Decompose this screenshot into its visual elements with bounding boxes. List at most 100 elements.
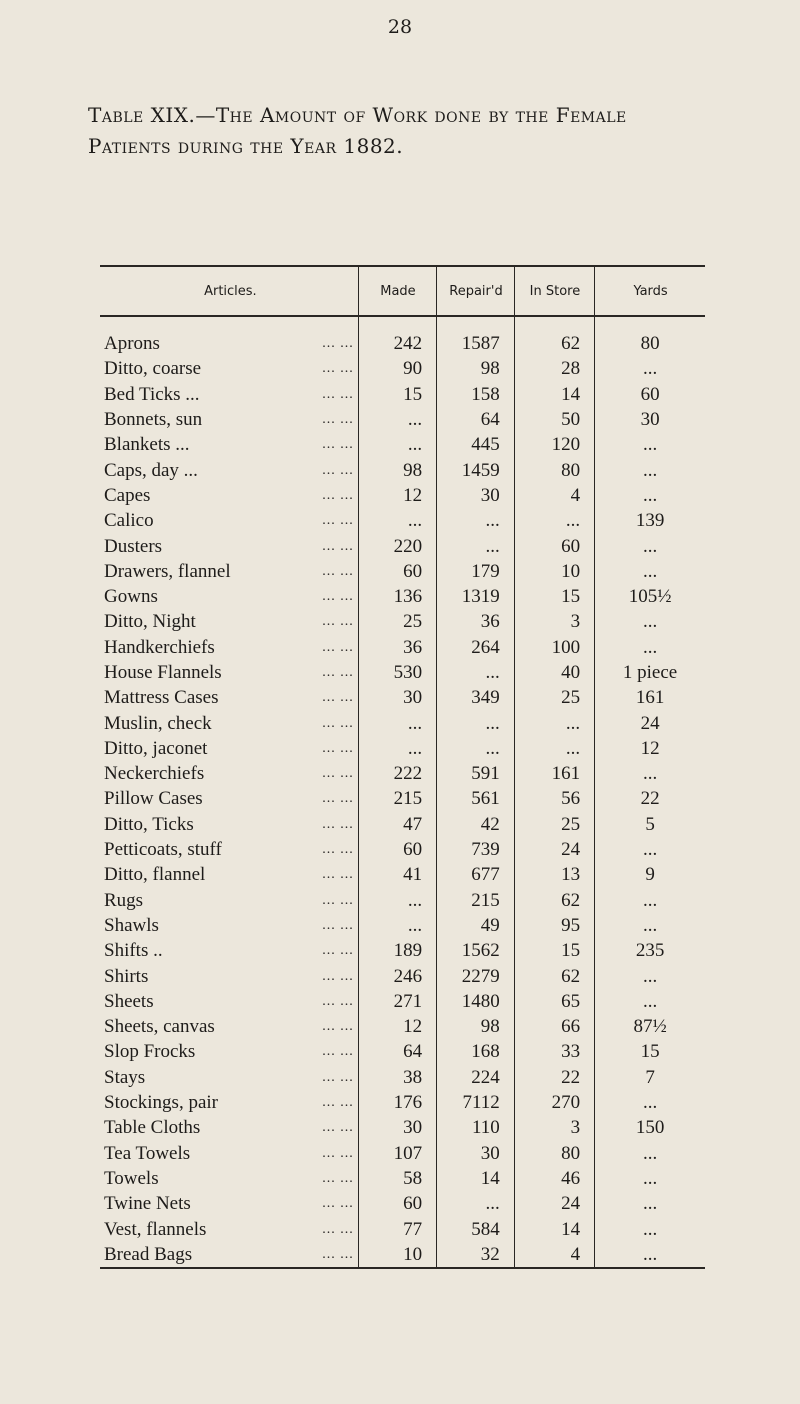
repaired-cell: 179 [436, 558, 515, 584]
made-cell: 64 [357, 1039, 437, 1065]
repaired-cell: 30 [436, 482, 515, 509]
made-cell: 220 [357, 533, 437, 559]
leader-dots: ... ... [322, 1196, 354, 1212]
in-store-cell: 22 [513, 1064, 595, 1090]
article-cell: ... ... Vest, flannels [100, 1216, 358, 1241]
in-store-cell: 46 [513, 1165, 595, 1192]
yards-cell: ... [594, 988, 705, 1015]
article-cell: ... ... Drawers, flannel [100, 559, 358, 584]
repaired-cell: 158 [436, 381, 515, 407]
made-cell: ... [357, 710, 437, 736]
table-row: ... ... Calico......... 139 [100, 508, 705, 534]
article-name: Capes [104, 484, 151, 506]
article-name: Tea Towels [104, 1142, 191, 1164]
yards-cell: ... [594, 836, 705, 863]
table-row: ... ... Pillow Cases 215 561 56 22 [100, 786, 705, 812]
leader-dots: ... ... [322, 639, 354, 655]
article-cell: ... ... Ditto, Ticks [100, 812, 358, 837]
made-cell: 271 [357, 988, 437, 1015]
article-name: Ditto, Night [104, 611, 196, 633]
repaired-cell: 110 [436, 1115, 515, 1141]
leader-dots: ... ... [322, 1145, 354, 1161]
repaired-cell: 2279 [436, 963, 515, 989]
article-cell: ... ... Table Cloths [100, 1115, 358, 1140]
table-row: ... ... Sheets 271 1480 65... [100, 988, 705, 1015]
table-row: ... ... Dusters 220... 60... [100, 533, 705, 559]
yards-cell: ... [594, 761, 705, 787]
article-name: Shifts .. [104, 940, 163, 962]
in-store-cell: ... [513, 710, 595, 736]
made-cell: 36 [357, 634, 437, 660]
made-cell: 58 [357, 1165, 437, 1192]
in-store-cell: 65 [513, 988, 595, 1015]
in-store-cell: 80 [513, 1140, 595, 1166]
table-row: ... ... Drawers, flannel 60 179 10... [100, 558, 705, 584]
in-store-cell: 62 [513, 963, 595, 989]
repaired-cell: 224 [436, 1064, 515, 1090]
made-cell: 15 [357, 381, 437, 407]
article-name: Sheets [104, 990, 154, 1012]
repaired-cell: 677 [436, 862, 515, 888]
in-store-cell: ... [513, 508, 595, 534]
article-cell: ... ... Towels [100, 1166, 358, 1191]
in-store-cell: 25 [513, 685, 595, 711]
article-name: Bread Bags [104, 1243, 193, 1265]
article-name: Sheets, canvas [104, 1016, 215, 1038]
leader-dots: ... ... [322, 1246, 354, 1262]
leader-dots: ... ... [322, 1069, 354, 1085]
table-row: ... ... Blankets ...... 445 120... [100, 432, 705, 458]
in-store-cell: 15 [513, 583, 595, 610]
column-header: Yards [594, 265, 705, 317]
column-header: Articles. [100, 265, 359, 317]
table-row: ... ... Twine Nets 60... 24... [100, 1191, 705, 1217]
made-cell: 60 [357, 836, 437, 863]
leader-dots: ... ... [322, 892, 354, 908]
article-cell: ... ... Capes [100, 483, 358, 508]
in-store-cell: 3 [513, 1115, 595, 1141]
work-table: Articles. Made Repair'd In Store Yards .… [100, 265, 705, 1269]
in-store-cell: 3 [513, 609, 595, 635]
made-cell: ... [357, 912, 437, 939]
article-cell: ... ... Shifts .. [100, 938, 358, 963]
made-cell: 222 [357, 761, 437, 787]
table-row: ... ... Mattress Cases 30 349 25 161 [100, 685, 705, 711]
yards-cell: ... [594, 457, 705, 483]
yards-cell: ... [594, 1089, 705, 1116]
leader-dots: ... ... [322, 943, 354, 959]
in-store-cell: 66 [513, 1014, 595, 1040]
table-row: ... ... Shifts .. 189 1562 15 235 [100, 938, 705, 964]
made-cell: 530 [357, 659, 437, 686]
column-header: Made [357, 265, 437, 317]
article-cell: ... ... Ditto, jaconet [100, 736, 358, 761]
column-header: Repair'd [436, 265, 515, 317]
table-row: ... ... Stockings, pair 176 7112 270... [100, 1089, 705, 1116]
yards-cell: 30 [594, 406, 705, 433]
table-row: ... ... Ditto, Night 25 36 3... [100, 609, 705, 635]
repaired-cell: 591 [436, 761, 515, 787]
in-store-cell: 62 [513, 316, 595, 357]
yards-cell: ... [594, 609, 705, 635]
table-row: ... ... Stays 38 224 22 7 [100, 1064, 705, 1090]
yards-cell: ... [594, 1140, 705, 1166]
made-cell: 10 [357, 1241, 437, 1269]
leader-dots: ... ... [322, 715, 354, 731]
in-store-cell: 4 [513, 1241, 595, 1269]
article-name: Aprons [104, 333, 160, 355]
yards-cell: 22 [594, 786, 705, 812]
table-row: ... ... Table Cloths 30 110 3 150 [100, 1115, 705, 1141]
in-store-cell: 80 [513, 457, 595, 483]
leader-dots: ... ... [322, 1221, 354, 1237]
table-row: ... ... Shirts 246 2279 62... [100, 963, 705, 989]
in-store-cell: 60 [513, 533, 595, 559]
article-name: Bed Ticks ... [104, 383, 200, 405]
table-row: ... ... Shawls... 49 95... [100, 912, 705, 939]
made-cell: 242 [357, 316, 437, 357]
table-row: ... ... Gowns 136 1319 15 105½ [100, 583, 705, 610]
article-name: Handkerchiefs [104, 636, 215, 658]
repaired-cell: 561 [436, 786, 515, 812]
yards-cell: 80 [594, 316, 705, 357]
article-name: Stays [104, 1066, 146, 1088]
table-row: ... ... Aprons 242 1587 62 80 [100, 316, 705, 357]
made-cell: 98 [357, 457, 437, 483]
